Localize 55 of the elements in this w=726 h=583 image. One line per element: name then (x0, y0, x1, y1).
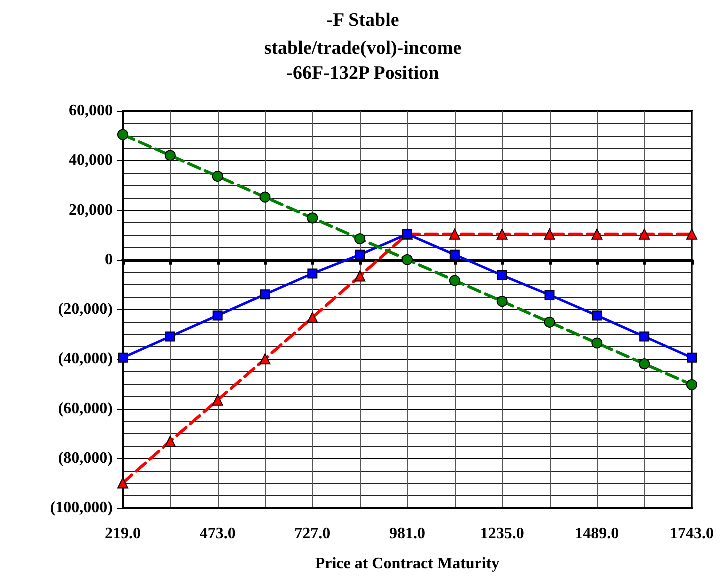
point (544, 228, 556, 240)
x-tick-label: 473.0 (200, 526, 236, 542)
point (212, 310, 223, 321)
point (355, 250, 366, 260)
point (164, 436, 176, 448)
chart-subtitle: stable/trade(vol)-income -66F-132P Position (264, 38, 462, 84)
point (164, 150, 176, 162)
point (308, 268, 318, 279)
x-tick-label: 219.0 (105, 526, 141, 542)
point (260, 290, 270, 300)
x-tick-label: 981.0 (390, 526, 426, 542)
point (544, 290, 555, 300)
point (544, 316, 556, 328)
point (592, 228, 603, 240)
point (307, 312, 318, 324)
point (402, 254, 413, 266)
point (686, 379, 698, 390)
x-tick-label: 727.0 (294, 526, 331, 542)
point (449, 228, 460, 240)
y-tick-label: 0 (105, 251, 113, 268)
point (496, 228, 508, 240)
y-tick-label: 40,000 (69, 152, 113, 170)
point (686, 228, 698, 240)
point (497, 270, 508, 281)
point (118, 129, 128, 140)
x-axis-title: Price at Contract Maturity (315, 556, 500, 572)
point (165, 332, 176, 342)
point (354, 234, 366, 245)
chart-title: -F Stable (326, 10, 400, 31)
point (307, 212, 318, 224)
point (212, 394, 224, 406)
point (592, 310, 602, 321)
point (118, 478, 128, 489)
point (592, 338, 603, 349)
point (260, 354, 271, 365)
point (496, 296, 508, 308)
point (450, 250, 460, 260)
point (212, 171, 224, 182)
y-tick-label: (20,000) (58, 301, 113, 318)
y-tick-label: (40,000) (58, 350, 113, 368)
point (449, 275, 460, 286)
point (354, 270, 366, 282)
y-tick-label: (60,000) (58, 400, 113, 418)
y-tick-label: 60,000 (69, 102, 113, 120)
point (687, 352, 697, 363)
y-tick-label: 20,000 (69, 202, 113, 219)
y-tick-label: (100,000) (50, 500, 113, 516)
y-tick-label: (80,000) (58, 450, 113, 467)
point (640, 332, 650, 342)
point (260, 192, 271, 203)
x-tick-label: 1489.0 (575, 526, 620, 542)
point (639, 358, 650, 370)
x-tick-label: 1743.0 (670, 526, 714, 542)
x-tick-label: 1235.0 (480, 526, 524, 542)
point (639, 228, 650, 240)
